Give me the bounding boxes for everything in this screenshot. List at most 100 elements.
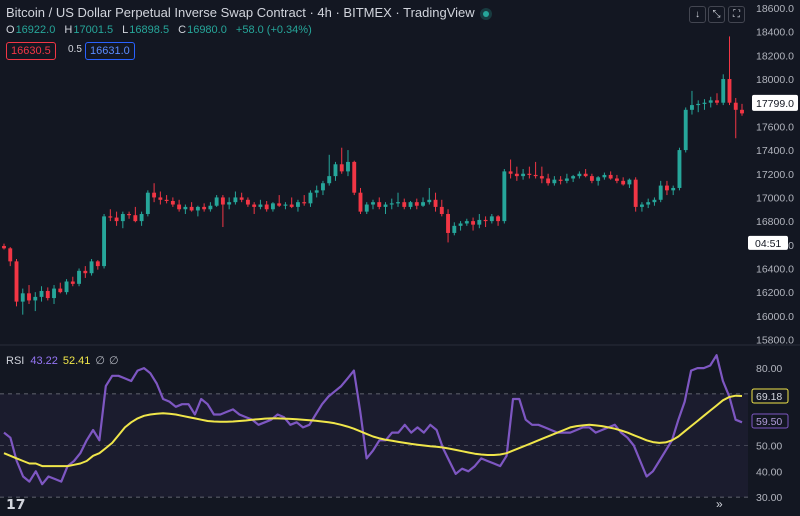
candle-body [133,215,138,222]
price-tick-label: 18400.0 [756,27,794,39]
candle-body [589,176,594,181]
candle-body [189,206,194,211]
candle-body [671,187,676,191]
rsi-label[interactable]: RSI [6,355,25,367]
candle-body [721,79,726,103]
candle-body [208,205,213,210]
candle-body [39,290,44,297]
price-tick-label: 16400.0 [756,263,794,275]
candle-body [108,216,113,218]
candle-body [552,179,557,184]
candle-body [596,177,601,181]
candle-body [327,176,332,184]
candle-body [602,174,607,178]
candle-body [346,161,350,172]
candle-body [433,199,438,207]
candle-body [527,173,532,175]
candle-body [408,202,413,207]
last-price-label: 17799.0 [756,98,794,110]
candle-body [702,102,707,104]
price-tick-label: 15800.0 [756,335,794,347]
candle-body [633,179,638,207]
candle-body [170,200,175,205]
rsi-ma-line [3,394,743,468]
tradingview-logo-icon[interactable]: 𝟭𝟳 [6,496,26,512]
rsi-ma-value: 52.41 [62,355,91,367]
candle-body [377,202,382,207]
candle-body [571,176,576,179]
ohlc-readout: O16922.0 H17001.5 L16898.5 C16980.0 +58.… [6,24,318,36]
candle-body [477,219,482,225]
candle-body [508,171,513,174]
candle-body [70,281,75,284]
candle-body [414,202,419,206]
candle-body [696,103,701,106]
candle-body [683,109,688,151]
candle-body [89,261,94,274]
candle-body [245,199,250,205]
candle-body [8,248,13,262]
rsi-ma-tag [751,388,789,404]
open-label: O [6,24,15,36]
candle-body [58,288,63,293]
candle-body [389,203,394,205]
price-tick-label: 17600.0 [756,121,794,133]
candle-body [27,293,31,301]
candle-body [439,206,444,215]
candle-body [177,204,182,210]
rsi-param-1: ∅ [95,355,105,367]
candle-body [2,245,6,249]
sell-price-button[interactable]: 16630.5 [6,42,56,60]
candle-body [302,202,307,204]
high-value: 17001.5 [73,24,114,36]
candle-body [740,109,744,114]
candle-body [139,214,144,222]
candle-body [33,296,38,301]
symbol-title[interactable]: Bitcoin / US Dollar Perpetual Inverse Sw… [6,5,475,20]
change-value: +58.0 (+0.34%) [235,24,312,36]
candle-body [514,173,519,177]
candle-body [202,206,207,210]
candle-body [321,183,325,191]
candle-body [120,214,125,222]
candle-body [577,173,582,177]
price-tick-label: 16000.0 [756,311,794,323]
arrow-down-icon[interactable]: ↓ [689,6,706,23]
scroll-right-icon[interactable]: » [716,497,723,511]
buy-price-button[interactable]: 16631.0 [85,42,135,60]
candle-body [158,197,163,200]
last-price-tag [752,94,798,111]
low-label: L [122,24,129,36]
candle-body [533,174,538,177]
candle-body [333,164,338,177]
candle-body [145,192,150,215]
candle-body [646,202,651,205]
candle-body [421,202,425,206]
candle-body [233,197,238,203]
price-tick-label: 17000.0 [756,192,794,204]
rsi-tag-label: 59.50 [756,416,782,428]
chart-title: Bitcoin / US Dollar Perpetual Inverse Sw… [6,5,489,20]
candle-body [665,185,669,191]
candle-body [539,176,544,179]
candle-body [239,197,244,200]
candle-body [83,270,88,274]
candle-body [471,221,476,225]
rsi-tick-label: 50.00 [756,440,782,452]
candle-body [621,180,626,185]
spread-value: 0.5 [64,42,86,58]
rsi-tick-label: 80.00 [756,363,782,375]
rsi-value: 43.22 [30,355,58,367]
candle-body [195,206,200,211]
price-tick-label: 16200.0 [756,287,794,299]
candle-body [220,197,225,205]
candle-body [496,216,501,222]
fullscreen-icon[interactable]: ⛶ [728,6,745,23]
collapse-icon[interactable]: ⤡ [708,6,725,23]
candle-body [152,192,157,198]
candle-body [690,105,694,110]
candle-body [427,199,432,203]
candle-body [564,178,569,181]
candle-body [639,204,644,207]
